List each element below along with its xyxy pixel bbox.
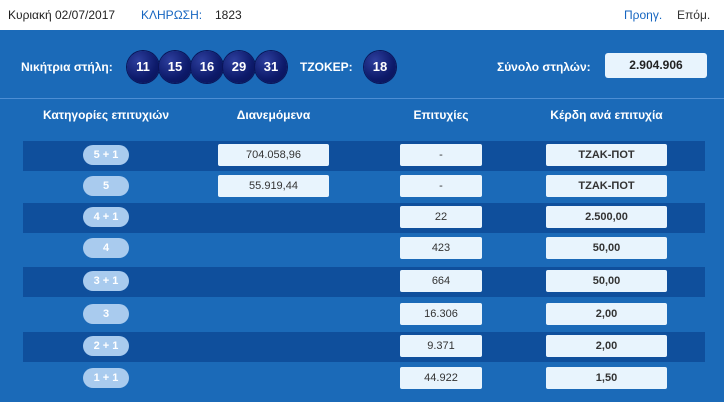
category-badge: 5 bbox=[83, 176, 129, 196]
joker-label: ΤΖΟΚΕΡ: bbox=[300, 60, 353, 74]
draw-label: ΚΛΗΡΩΣΗ: bbox=[141, 8, 203, 22]
total-columns-value: 2.904.906 bbox=[605, 53, 707, 78]
prize-cell: 50,00 bbox=[546, 270, 667, 292]
draw-number: 1823 bbox=[215, 8, 242, 22]
header-categories: Κατηγορίες επιτυχιών bbox=[42, 108, 170, 122]
winners-cell: 16.306 bbox=[400, 303, 482, 325]
prize-cell: 1,50 bbox=[546, 367, 667, 389]
winning-ball: 11 bbox=[127, 51, 159, 83]
table-row: 3 16.306 2,00 bbox=[23, 300, 705, 330]
draw-header: Κυριακή 02/07/2017 ΚΛΗΡΩΣΗ: 1823 Προηγ. … bbox=[0, 0, 724, 30]
distributed-cell: 704.058,96 bbox=[218, 144, 329, 166]
winners-cell: 22 bbox=[400, 206, 482, 228]
category-badge: 5 + 1 bbox=[83, 145, 129, 165]
results-panel: Νικήτρια στήλη: 11 15 16 29 31 ΤΖΟΚΕΡ: 1… bbox=[0, 30, 724, 402]
winners-cell: - bbox=[400, 144, 482, 166]
table-row: 4 423 50,00 bbox=[23, 234, 705, 264]
category-badge: 3 bbox=[83, 304, 129, 324]
draw-date: Κυριακή 02/07/2017 bbox=[8, 8, 116, 22]
header-prize: Κέρδη ανά επιτυχία bbox=[550, 108, 663, 122]
next-draw-link[interactable]: Επόμ. bbox=[677, 8, 711, 22]
prize-cell: ΤΖΑΚ-ΠΟΤ bbox=[546, 175, 667, 197]
winners-cell: 9.371 bbox=[400, 335, 482, 357]
divider bbox=[0, 98, 724, 99]
winning-ball: 29 bbox=[223, 51, 255, 83]
previous-draw-link[interactable]: Προηγ. bbox=[624, 8, 663, 22]
winning-ball: 16 bbox=[191, 51, 223, 83]
distributed-cell: 55.919,44 bbox=[218, 175, 329, 197]
winners-cell: - bbox=[400, 175, 482, 197]
winners-cell: 423 bbox=[400, 237, 482, 259]
prize-cell: 50,00 bbox=[546, 237, 667, 259]
category-badge: 3 + 1 bbox=[83, 271, 129, 291]
prize-cell: 2,00 bbox=[546, 303, 667, 325]
category-badge: 2 + 1 bbox=[83, 336, 129, 356]
header-winners: Επιτυχίες bbox=[413, 108, 469, 122]
table-row: 4 + 1 22 2.500,00 bbox=[23, 203, 705, 233]
winning-row: Νικήτρια στήλη: 11 15 16 29 31 ΤΖΟΚΕΡ: 1… bbox=[0, 48, 724, 88]
winners-cell: 664 bbox=[400, 270, 482, 292]
winning-ball: 15 bbox=[159, 51, 191, 83]
header-distributed: Διανεμόμενα bbox=[236, 108, 311, 122]
category-badge: 4 bbox=[83, 238, 129, 258]
total-columns-label: Σύνολο στηλών: bbox=[497, 60, 591, 74]
joker-ball: 18 bbox=[364, 51, 396, 83]
prize-cell: 2,00 bbox=[546, 335, 667, 357]
winning-column-label: Νικήτρια στήλη: bbox=[21, 60, 113, 74]
table-row: 5 55.919,44 - ΤΖΑΚ-ΠΟΤ bbox=[23, 172, 705, 202]
prize-cell: ΤΖΑΚ-ΠΟΤ bbox=[546, 144, 667, 166]
category-badge: 4 + 1 bbox=[83, 207, 129, 227]
table-row: 3 + 1 664 50,00 bbox=[23, 267, 705, 297]
prize-cell: 2.500,00 bbox=[546, 206, 667, 228]
winners-cell: 44.922 bbox=[400, 367, 482, 389]
category-badge: 1 + 1 bbox=[83, 368, 129, 388]
table-row: 1 + 1 44.922 1,50 bbox=[23, 364, 705, 394]
table-row: 2 + 1 9.371 2,00 bbox=[23, 332, 705, 362]
winning-ball: 31 bbox=[255, 51, 287, 83]
table-row: 5 + 1 704.058,96 - ΤΖΑΚ-ΠΟΤ bbox=[23, 141, 705, 171]
